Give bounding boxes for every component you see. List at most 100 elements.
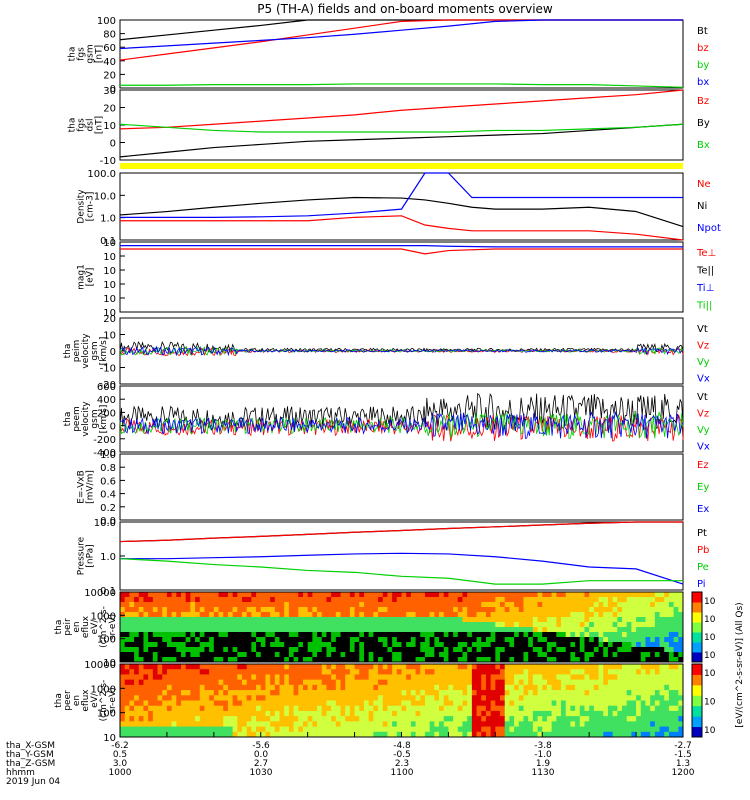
heatmap-cell — [575, 612, 581, 618]
heatmap-cell — [335, 642, 342, 648]
heatmap-cell — [537, 607, 543, 613]
heatmap-cell — [345, 716, 351, 722]
y-tick-label: 0 — [110, 84, 116, 95]
heatmap-cell — [195, 632, 201, 638]
heatmap-cell — [345, 617, 351, 623]
heatmap-cell — [396, 721, 402, 728]
heatmap-cell — [593, 652, 600, 658]
heatmap-cell — [124, 700, 130, 707]
heatmap-cell — [575, 622, 581, 628]
heatmap-cell — [659, 669, 665, 675]
heatmap-cell — [622, 721, 628, 728]
heatmap-cell — [589, 597, 595, 603]
heatmap-cell — [645, 592, 651, 598]
heatmap-cell — [359, 684, 365, 691]
heatmap-cell — [157, 690, 163, 696]
heatmap-cell — [429, 622, 435, 628]
heatmap-cell — [448, 597, 454, 603]
heatmap-cell — [500, 700, 506, 707]
heatmap-cell — [631, 705, 637, 712]
heatmap-cell — [307, 657, 313, 663]
heatmap-cell — [199, 627, 205, 633]
heatmap-cell — [171, 617, 177, 623]
heatmap-cell — [204, 690, 210, 696]
heatmap-cell — [265, 695, 271, 701]
heatmap-cell — [551, 612, 557, 618]
legend-label: Ti⊥ — [696, 283, 714, 294]
heatmap-cell — [678, 602, 684, 608]
heatmap-cell — [565, 684, 571, 691]
heatmap-cell — [396, 647, 402, 653]
heatmap-cell — [673, 627, 679, 633]
heatmap-cell — [457, 637, 463, 643]
heatmap-cell — [246, 690, 252, 696]
heatmap-cell — [134, 632, 140, 638]
heatmap-cell — [176, 622, 182, 628]
heatmap-cell — [485, 674, 492, 681]
heatmap-cell — [321, 731, 327, 738]
heatmap-cell — [246, 657, 252, 663]
heatmap-cell — [471, 674, 478, 681]
heatmap-cell — [443, 612, 449, 618]
heatmap-cell — [481, 721, 487, 728]
heatmap-cell — [120, 674, 126, 681]
heatmap-cell — [448, 647, 454, 653]
heatmap-cell — [579, 674, 585, 681]
heatmap-cell — [284, 716, 290, 722]
heatmap-cell — [218, 674, 224, 681]
heatmap-cell — [199, 705, 205, 712]
heatmap-cell — [537, 617, 543, 623]
heatmap-cell — [603, 674, 609, 681]
heatmap-cell — [462, 716, 468, 722]
heatmap-cell — [237, 657, 243, 663]
heatmap-cell — [251, 664, 257, 670]
heatmap-cell — [307, 622, 313, 628]
heatmap-cell — [317, 592, 323, 598]
heatmap-cell — [288, 679, 295, 686]
heatmap-cell — [171, 647, 177, 653]
heatmap-cell — [392, 705, 398, 712]
heatmap-cell — [509, 597, 515, 603]
heatmap-cell — [668, 607, 675, 613]
heatmap-cell — [659, 602, 665, 608]
heatmap-cell — [631, 716, 637, 722]
heatmap-cell — [439, 726, 445, 733]
heatmap-cell — [213, 684, 220, 691]
heatmap-cell — [396, 690, 402, 696]
heatmap-cell — [335, 652, 342, 658]
heatmap-cell — [650, 612, 656, 618]
heatmap-cell — [331, 597, 337, 603]
heatmap-cell — [326, 597, 332, 603]
heatmap-cell — [551, 592, 557, 598]
heatmap-cell — [195, 602, 201, 608]
heatmap-cell — [434, 684, 440, 691]
heatmap-cell — [490, 700, 496, 707]
heatmap-cell — [302, 592, 309, 598]
heatmap-cell — [241, 657, 248, 663]
heatmap-cell — [251, 716, 257, 722]
heatmap-cell — [180, 652, 187, 658]
heatmap-cell — [162, 627, 168, 633]
heatmap-cell — [180, 700, 187, 707]
heatmap-cell — [593, 647, 600, 653]
heatmap-cell — [331, 637, 337, 643]
heatmap-cell — [453, 726, 459, 733]
heatmap-cell — [387, 710, 393, 717]
heatmap-cell — [251, 647, 257, 653]
heatmap-cell — [251, 597, 257, 603]
heatmap-cell — [387, 657, 393, 663]
heatmap-cell — [476, 652, 482, 658]
heatmap-cell — [227, 652, 234, 658]
heatmap-cell — [645, 617, 651, 623]
heatmap-cell — [593, 627, 600, 633]
heatmap-cell — [354, 647, 360, 653]
heatmap-cell — [317, 695, 323, 701]
heatmap-cell — [500, 721, 506, 728]
heatmap-cell — [373, 716, 379, 722]
heatmap-cell — [166, 731, 173, 738]
heatmap-cell — [317, 664, 323, 670]
heatmap-cell — [462, 652, 468, 658]
heatmap-cell — [443, 710, 449, 717]
heatmap-cell — [654, 726, 661, 733]
heatmap-cell — [124, 617, 130, 623]
